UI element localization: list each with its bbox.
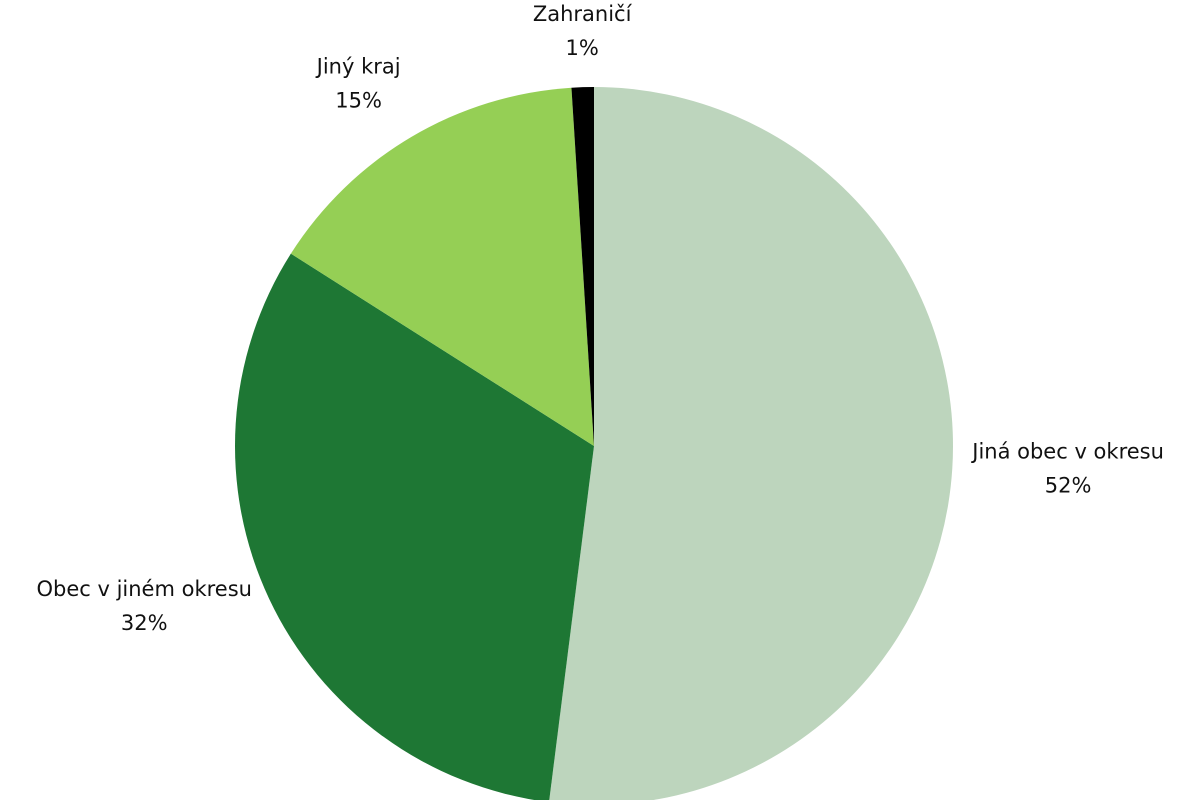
slice-value: 32%	[121, 611, 168, 635]
slice-value: 15%	[335, 89, 382, 113]
data-label: Jiný kraj 15%	[315, 55, 401, 113]
pie-slice	[235, 253, 594, 800]
data-label: Obec v jiném okresu 32%	[36, 577, 252, 635]
pie-slice	[571, 87, 594, 446]
data-label: Zahraničí 1%	[533, 2, 633, 60]
slice-label: Jiná obec v okresu	[970, 440, 1164, 464]
pie-slice	[549, 87, 953, 800]
slice-label: Zahraničí	[533, 2, 633, 26]
pie-slice	[290, 87, 594, 446]
slice-value: 52%	[1045, 474, 1092, 498]
data-label: Jiná obec v okresu 52%	[970, 440, 1164, 498]
slice-label: Jiný kraj	[315, 55, 401, 79]
slice-value: 1%	[565, 36, 598, 60]
slice-label: Obec v jiném okresu	[36, 577, 252, 601]
